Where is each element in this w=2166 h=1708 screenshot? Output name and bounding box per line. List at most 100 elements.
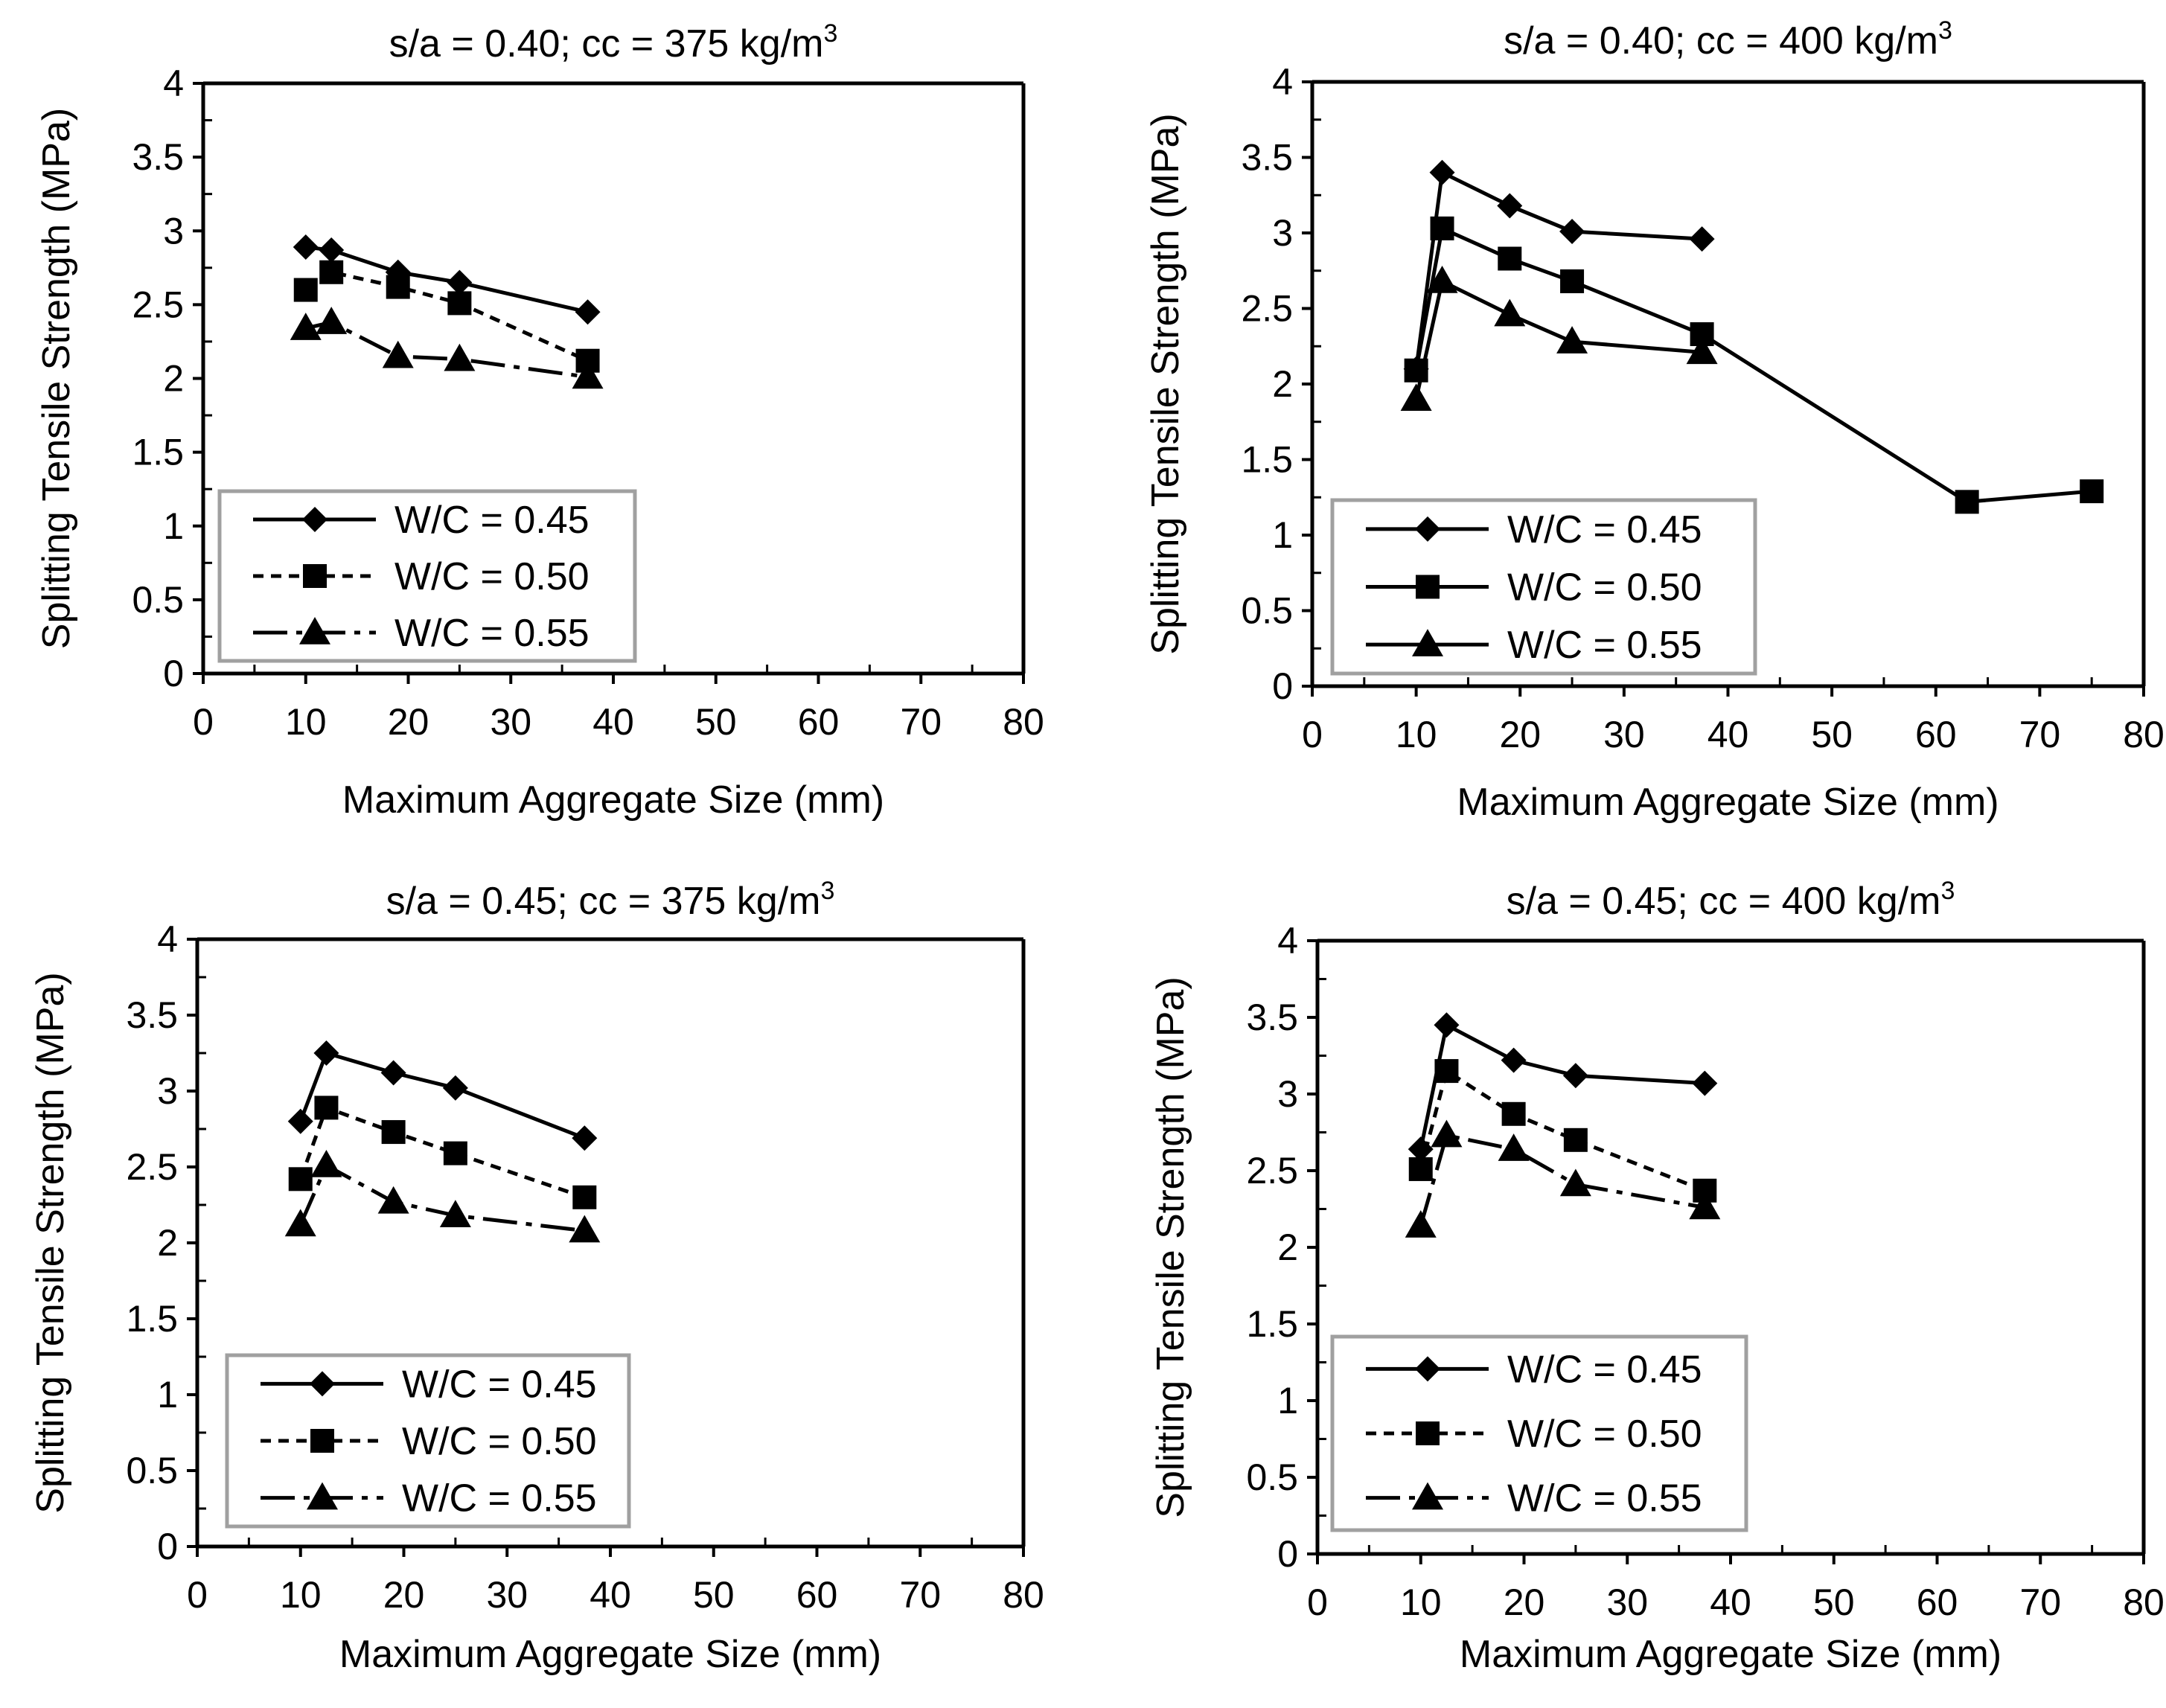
data-point	[1400, 383, 1432, 412]
y-tick-label: 0	[1277, 1533, 1298, 1575]
data-point	[314, 1096, 339, 1120]
y-tick-label: 3	[157, 1070, 178, 1112]
legend-marker	[1415, 1356, 1440, 1382]
x-tick-label: 40	[590, 1574, 631, 1616]
legend-marker	[302, 507, 328, 532]
legend-label: W/C = 0.50	[1507, 1413, 1702, 1456]
legend: W/C = 0.45 W/C = 0.50 W/C = 0.55	[1330, 1334, 1748, 1532]
x-tick-label: 20	[383, 1574, 425, 1616]
y-tick-label: 2	[1272, 363, 1293, 405]
legend: W/C = 0.45 W/C = 0.50 W/C = 0.55	[217, 489, 637, 663]
y-tick-label: 0.5	[1241, 590, 1293, 632]
data-point	[575, 299, 601, 325]
data-point	[1434, 1012, 1460, 1038]
x-tick-label: 80	[1003, 1574, 1044, 1616]
x-tick-label: 40	[1707, 714, 1749, 755]
data-point	[1501, 1047, 1527, 1073]
x-tick-label: 10	[285, 701, 327, 743]
data-point	[319, 237, 345, 263]
data-point	[1689, 1192, 1721, 1220]
series-line	[298, 1050, 586, 1140]
legend-marker	[307, 1482, 338, 1510]
chart-title-superscript: 3	[1938, 16, 1952, 45]
y-tick-label: 1	[157, 1374, 178, 1416]
data-point	[310, 1149, 342, 1177]
x-tick-label: 20	[1504, 1581, 1545, 1623]
data-point	[2080, 479, 2104, 504]
y-tick-label: 0	[163, 653, 184, 694]
y-tick-label: 2	[163, 358, 184, 400]
y-axis-label: Splitting Tensile Strength (MPa)	[35, 108, 78, 649]
data-point	[1498, 246, 1522, 271]
data-point	[1559, 218, 1585, 244]
data-point	[443, 1141, 467, 1165]
data-point	[447, 291, 472, 316]
legend-label: W/C = 0.45	[1507, 1348, 1702, 1391]
series-1	[287, 1040, 598, 1151]
data-point	[293, 278, 318, 302]
data-point	[377, 1186, 409, 1214]
y-axis-label: Splitting Tensile Strength (MPa)	[1144, 113, 1187, 654]
data-point	[1501, 1101, 1526, 1126]
x-tick-label: 0	[187, 1574, 208, 1616]
data-point	[1429, 159, 1455, 185]
y-tick-label: 3	[1272, 212, 1293, 254]
legend-label: W/C = 0.45	[1507, 508, 1702, 551]
data-point	[288, 1167, 313, 1192]
legend-label: W/C = 0.55	[1507, 624, 1702, 667]
x-tick-label: 50	[695, 701, 737, 743]
data-point	[447, 269, 473, 295]
chart-panel-2: s/a = 0.40; cc = 400 kg/m300.511.522.533…	[1144, 16, 2165, 824]
legend-marker	[1415, 516, 1440, 542]
chart-panel-4: s/a = 0.45; cc = 400 kg/m300.511.522.533…	[1149, 877, 2165, 1676]
series-line	[1414, 278, 1702, 400]
y-tick-label: 3.5	[1241, 137, 1293, 179]
x-tick-label: 70	[2019, 714, 2061, 755]
data-point	[572, 361, 604, 389]
chart-title: s/a = 0.45; cc = 375 kg/m3	[386, 877, 835, 923]
y-axis-label: Splitting Tensile Strength (MPa)	[29, 972, 72, 1513]
chart-panel-3: s/a = 0.45; cc = 375 kg/m300.511.522.533…	[29, 877, 1044, 1676]
data-point	[313, 1040, 339, 1066]
y-tick-label: 4	[157, 918, 178, 960]
x-axis-label: Maximum Aggregate Size (mm)	[1460, 1633, 2002, 1676]
y-tick-label: 3.5	[132, 136, 184, 178]
legend-label: W/C = 0.50	[1507, 566, 1702, 610]
x-tick-label: 30	[1603, 714, 1645, 755]
legend-marker	[303, 564, 327, 588]
y-tick-label: 2	[1277, 1226, 1298, 1268]
x-tick-label: 50	[1813, 1581, 1855, 1623]
data-point	[290, 313, 322, 340]
data-point	[1408, 1157, 1433, 1181]
data-point	[1494, 298, 1526, 327]
data-point	[382, 340, 414, 368]
data-point	[1562, 1063, 1588, 1089]
data-point	[1686, 336, 1718, 365]
y-tick-label: 1	[1272, 514, 1293, 556]
data-point	[386, 275, 410, 299]
series-line	[304, 270, 589, 362]
data-point	[1426, 265, 1458, 293]
series-line	[1419, 1133, 1705, 1226]
x-tick-label: 0	[193, 701, 214, 743]
series-1	[293, 234, 601, 325]
legend-label: W/C = 0.55	[402, 1477, 597, 1520]
data-point	[1955, 490, 1979, 514]
chart-panel-1: s/a = 0.40; cc = 375 kg/m300.511.522.533…	[35, 19, 1044, 822]
x-tick-label: 30	[490, 701, 531, 743]
x-tick-label: 70	[900, 701, 942, 743]
x-tick-label: 10	[280, 1574, 322, 1616]
y-axis-label: Splitting Tensile Strength (MPa)	[1149, 976, 1192, 1517]
y-tick-label: 2.5	[1241, 288, 1293, 330]
y-tick-label: 2.5	[126, 1146, 178, 1188]
data-point	[316, 307, 348, 334]
data-point	[1434, 1059, 1459, 1084]
data-point	[284, 1209, 316, 1237]
legend-label: W/C = 0.45	[394, 499, 590, 542]
x-tick-label: 60	[1915, 714, 1957, 755]
data-point	[1430, 216, 1454, 240]
data-point	[444, 343, 476, 371]
data-point	[1689, 226, 1715, 252]
data-point	[287, 1108, 313, 1134]
